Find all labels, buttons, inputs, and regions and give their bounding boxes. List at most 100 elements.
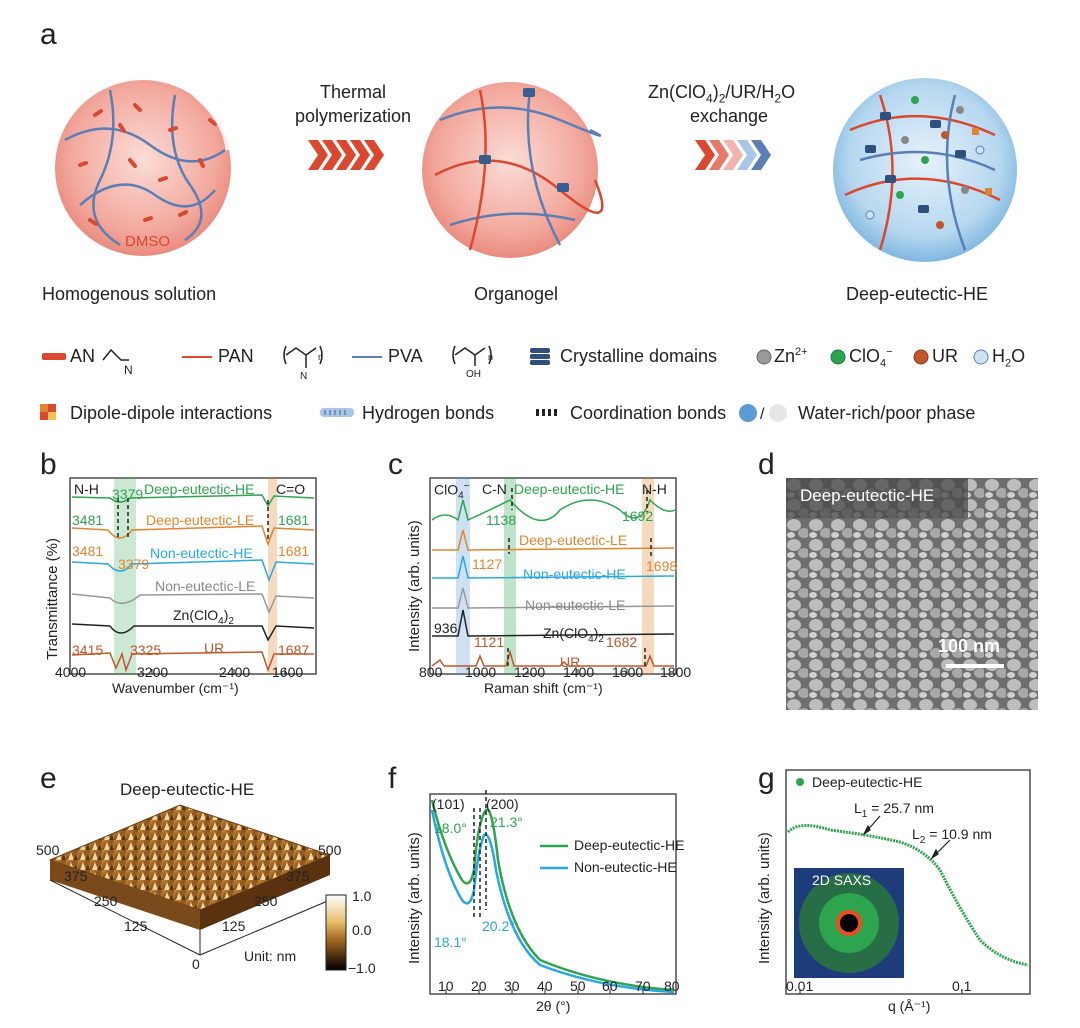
g-xtick-0: 0.01 [786, 978, 814, 994]
f-xtick-6: 70 [635, 978, 651, 994]
b-frame [69, 477, 317, 675]
e-colorbar [325, 894, 347, 971]
e-unit: Unit: nm [244, 948, 297, 964]
b-peak-1681b: 1681 [278, 543, 310, 559]
c-peak-1138: 1138 [486, 512, 517, 528]
f-angle-4: 20.2° [482, 918, 515, 934]
g-curve [786, 824, 1029, 967]
f-xtick-0: 10 [438, 978, 454, 994]
c-ylabel: Intensity (arb. units) [406, 520, 423, 652]
c-peak-1121: 1121 [474, 634, 505, 650]
panel-g-chart [785, 769, 1031, 995]
g-xlabel: q (Å⁻¹) [888, 998, 931, 1014]
c-peak-1127: 1127 [472, 556, 503, 572]
f-peak-200: (200) [486, 796, 519, 812]
panel-f-chart [429, 790, 677, 995]
legend-pva: PVA [388, 346, 423, 366]
f-legend-1: Deep-eutectic-HE [574, 837, 685, 853]
f-curve-dehe [430, 799, 675, 992]
legend-an-n: N [124, 363, 133, 377]
b-curve-dele [71, 525, 315, 547]
dmso-label: DMSO [125, 233, 170, 250]
b-curve-dehe [71, 494, 315, 508]
c-xtick-4: 1600 [612, 664, 644, 680]
c-peak-1692: 1692 [622, 508, 654, 524]
b-peak-3481b: 3481 [72, 543, 104, 559]
c-band-clo4-label: ClO4− [434, 481, 470, 502]
c-xtick-5: 1800 [660, 664, 692, 680]
f-xtick-2: 30 [504, 978, 520, 994]
c-name-nele: Non-eutectic-LE [525, 597, 626, 613]
panel-b-chart [69, 477, 317, 675]
panel-label-g: g [758, 762, 775, 795]
pan-structure-icon [283, 345, 323, 368]
legend-zn: Zn2+ [774, 346, 808, 366]
an-swatch-icon [42, 353, 66, 360]
g-inset-label: 2D SAXS [812, 872, 872, 888]
f-legend-2: Non-eutectic-HE [574, 859, 677, 875]
legend-coord: Coordination bonds [570, 403, 727, 423]
sem-image [786, 478, 1038, 710]
b-curve-zn [71, 623, 315, 642]
step2-line1: Zn(ClO4)2/UR/H2O [648, 82, 796, 106]
panel-label-f: f [388, 762, 397, 795]
legend-hbond: Hydrogen bonds [362, 403, 495, 423]
c-xtick-0: 800 [419, 664, 443, 680]
scale-bar [946, 664, 1004, 668]
coord-icon [536, 409, 557, 416]
f-xlabel: 2θ (°) [536, 998, 571, 1014]
c-name-ur: UR [560, 654, 581, 670]
f-xtick-1: 20 [471, 978, 487, 994]
c-xtick-3: 1400 [563, 664, 595, 680]
step1-line2: polymerization [294, 106, 412, 126]
g-l2: L2 = 10.9 nm [912, 826, 992, 846]
f-xtick-3: 40 [537, 978, 553, 994]
g-legend: Deep-eutectic-HE [812, 774, 923, 790]
state1-label: Homogenous solution [42, 284, 217, 304]
c-frame [429, 477, 677, 675]
b-name-dehe: Deep-eutectic-HE [144, 481, 255, 497]
b-xlabel: Wavenumber (cm⁻¹) [112, 680, 239, 696]
f-frame [429, 793, 677, 995]
legend-pan-sub: n [318, 352, 324, 362]
legend-pva-oh: OH [466, 369, 481, 380]
b-peak-3481a: 3481 [72, 512, 104, 528]
zn-icon [756, 349, 772, 365]
e-right-tick-2: 250 [254, 893, 278, 909]
c-xtick-1: 1000 [465, 664, 497, 680]
c-peak-1698: 1698 [646, 558, 678, 574]
f-angle-3: 18.1° [434, 934, 467, 950]
f-xtick-4: 50 [570, 978, 586, 994]
hbond-icon [320, 408, 354, 417]
b-xtick-0: 4000 [55, 664, 87, 680]
panel-c-chart [429, 477, 677, 675]
panel-label-c: c [388, 448, 403, 481]
f-peak-101: (101) [432, 796, 465, 812]
g-l1: L1 = 25.7 nm [854, 800, 934, 820]
chevron-arrow-2 [695, 140, 771, 170]
d-label: Deep-eutectic-HE [800, 486, 935, 505]
b-peak-1687: 1687 [278, 642, 310, 658]
c-peak-936: 936 [434, 620, 458, 636]
f-angle-2: 21.3° [490, 814, 523, 830]
d-scale-label: 100 nm [938, 636, 1001, 656]
legend-pan: PAN [218, 346, 254, 366]
c-curve-dehe [431, 498, 676, 522]
c-curve-dele [432, 529, 675, 551]
b-curve-ur [71, 651, 314, 673]
b-band-co [268, 478, 277, 674]
state3-label: Deep-eutectic-HE [846, 284, 989, 304]
g-xtick-1: 0.1 [952, 978, 972, 994]
b-band-co-label: C=O [276, 481, 306, 497]
clo4-icon [830, 349, 846, 365]
b-curve-nehe [71, 559, 315, 583]
c-curve-ur [431, 649, 674, 667]
b-name-dele: Deep-eutectic-LE [146, 512, 255, 528]
e-left-tick-3: 125 [124, 918, 148, 934]
f-angle-1: 18.0° [434, 820, 467, 836]
g-ylabel: Intensity (arb. units) [756, 832, 773, 964]
e-left-tick-4: 0 [192, 956, 200, 972]
e-left-tick-0: 500 [36, 842, 60, 858]
c-curve-nehe [432, 555, 675, 579]
